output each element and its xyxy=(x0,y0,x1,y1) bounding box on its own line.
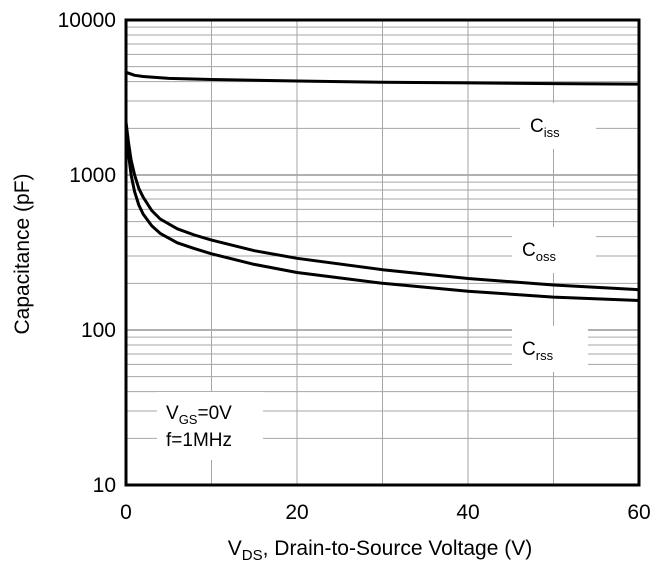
annotation-line-1: VGS=0V xyxy=(166,403,232,427)
curves xyxy=(124,70,640,302)
x-tick-labels: 0 20 40 60 xyxy=(120,501,651,524)
y-tick-label: 10000 xyxy=(58,9,116,32)
x-axis-title: VDS, Drain-to-Source Voltage (V) xyxy=(228,537,532,564)
annotation-line-2: f=1MHz xyxy=(166,430,232,451)
series-labels: Ciss Coss Crss xyxy=(512,103,596,372)
y-tick-label: 1000 xyxy=(69,164,116,187)
x-tick-label: 40 xyxy=(456,501,479,524)
y-tick-labels: 10 100 1000 10000 xyxy=(58,9,116,497)
y-tick-label: 10 xyxy=(93,474,116,497)
series-label-background xyxy=(520,103,596,149)
annotation-background xyxy=(157,392,263,460)
plot-frame xyxy=(124,18,641,487)
series-line-oss xyxy=(124,121,640,292)
series-line-iss xyxy=(125,70,640,86)
series-line-rss xyxy=(124,128,640,302)
y-axis-title: Capacitance (pF) xyxy=(11,173,34,334)
series-label-oss: Coss xyxy=(522,240,556,264)
series-label-iss: Ciss xyxy=(530,116,560,140)
series-label-rss: Crss xyxy=(522,339,554,363)
y-tick-label: 100 xyxy=(81,319,116,342)
series-label-background xyxy=(512,227,596,273)
series-label-background xyxy=(512,326,588,372)
grid xyxy=(126,20,639,485)
x-tick-label: 20 xyxy=(285,501,308,524)
x-tick-label: 0 xyxy=(120,501,132,524)
x-tick-label: 60 xyxy=(627,501,650,524)
condition-annotation: VGS=0V f=1MHz xyxy=(157,392,263,460)
